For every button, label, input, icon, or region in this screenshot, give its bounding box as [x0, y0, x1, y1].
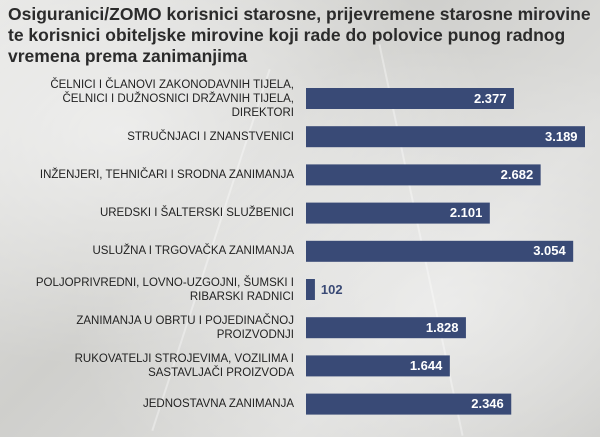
value-label: 3.054: [533, 243, 566, 259]
value-label: 1.644: [409, 357, 443, 373]
value-label: 2.682: [500, 166, 534, 182]
value-label: 2.377: [473, 90, 507, 106]
category-label: INŽENJERI, TEHNIČARI I SRODNA ZANIMANJA: [39, 168, 294, 181]
bar: [306, 317, 466, 339]
bar: [306, 279, 315, 300]
bar: [306, 126, 585, 148]
value-label: 2.101: [449, 205, 483, 221]
bar: [306, 202, 490, 224]
value-label: 102: [320, 281, 343, 297]
category-label: POLJOPRIVREDNI, LOVNO-UZGOJNI, ŠUMSKI I …: [35, 276, 294, 303]
category-label: ZANIMANJA U OBRTU I POJEDINAČNOJ PROIZVO…: [76, 314, 294, 341]
category-label: UREDSKI I ŠALTERSKI SLUŽBENICI: [99, 207, 294, 220]
bar: [306, 240, 574, 262]
category-label: USLUŽNA I TRGOVAČKA ZANIMANJA: [92, 245, 294, 258]
category-label: ČELNICI I ČLANOVI ZAKONODAVNIH TIJELA, Č…: [50, 78, 294, 119]
value-label: 1.828: [425, 319, 459, 335]
bar: [306, 393, 512, 415]
value-label: 3.189: [545, 128, 578, 144]
chart-title: Osiguranici/ZOMO korisnici starosne, pri…: [8, 4, 591, 66]
category-label: STRUČNJACI I ZNANSTVENICI: [127, 130, 294, 143]
bar: [306, 164, 541, 186]
category-label: JEDNOSTAVNA ZANIMANJA: [142, 398, 294, 411]
value-label: 2.346: [471, 396, 504, 412]
bar: [306, 355, 450, 377]
bar: [306, 88, 514, 109]
category-label: RUKOVATELJI STROJEVIMA, VOZILIMA I SASTA…: [74, 352, 294, 379]
